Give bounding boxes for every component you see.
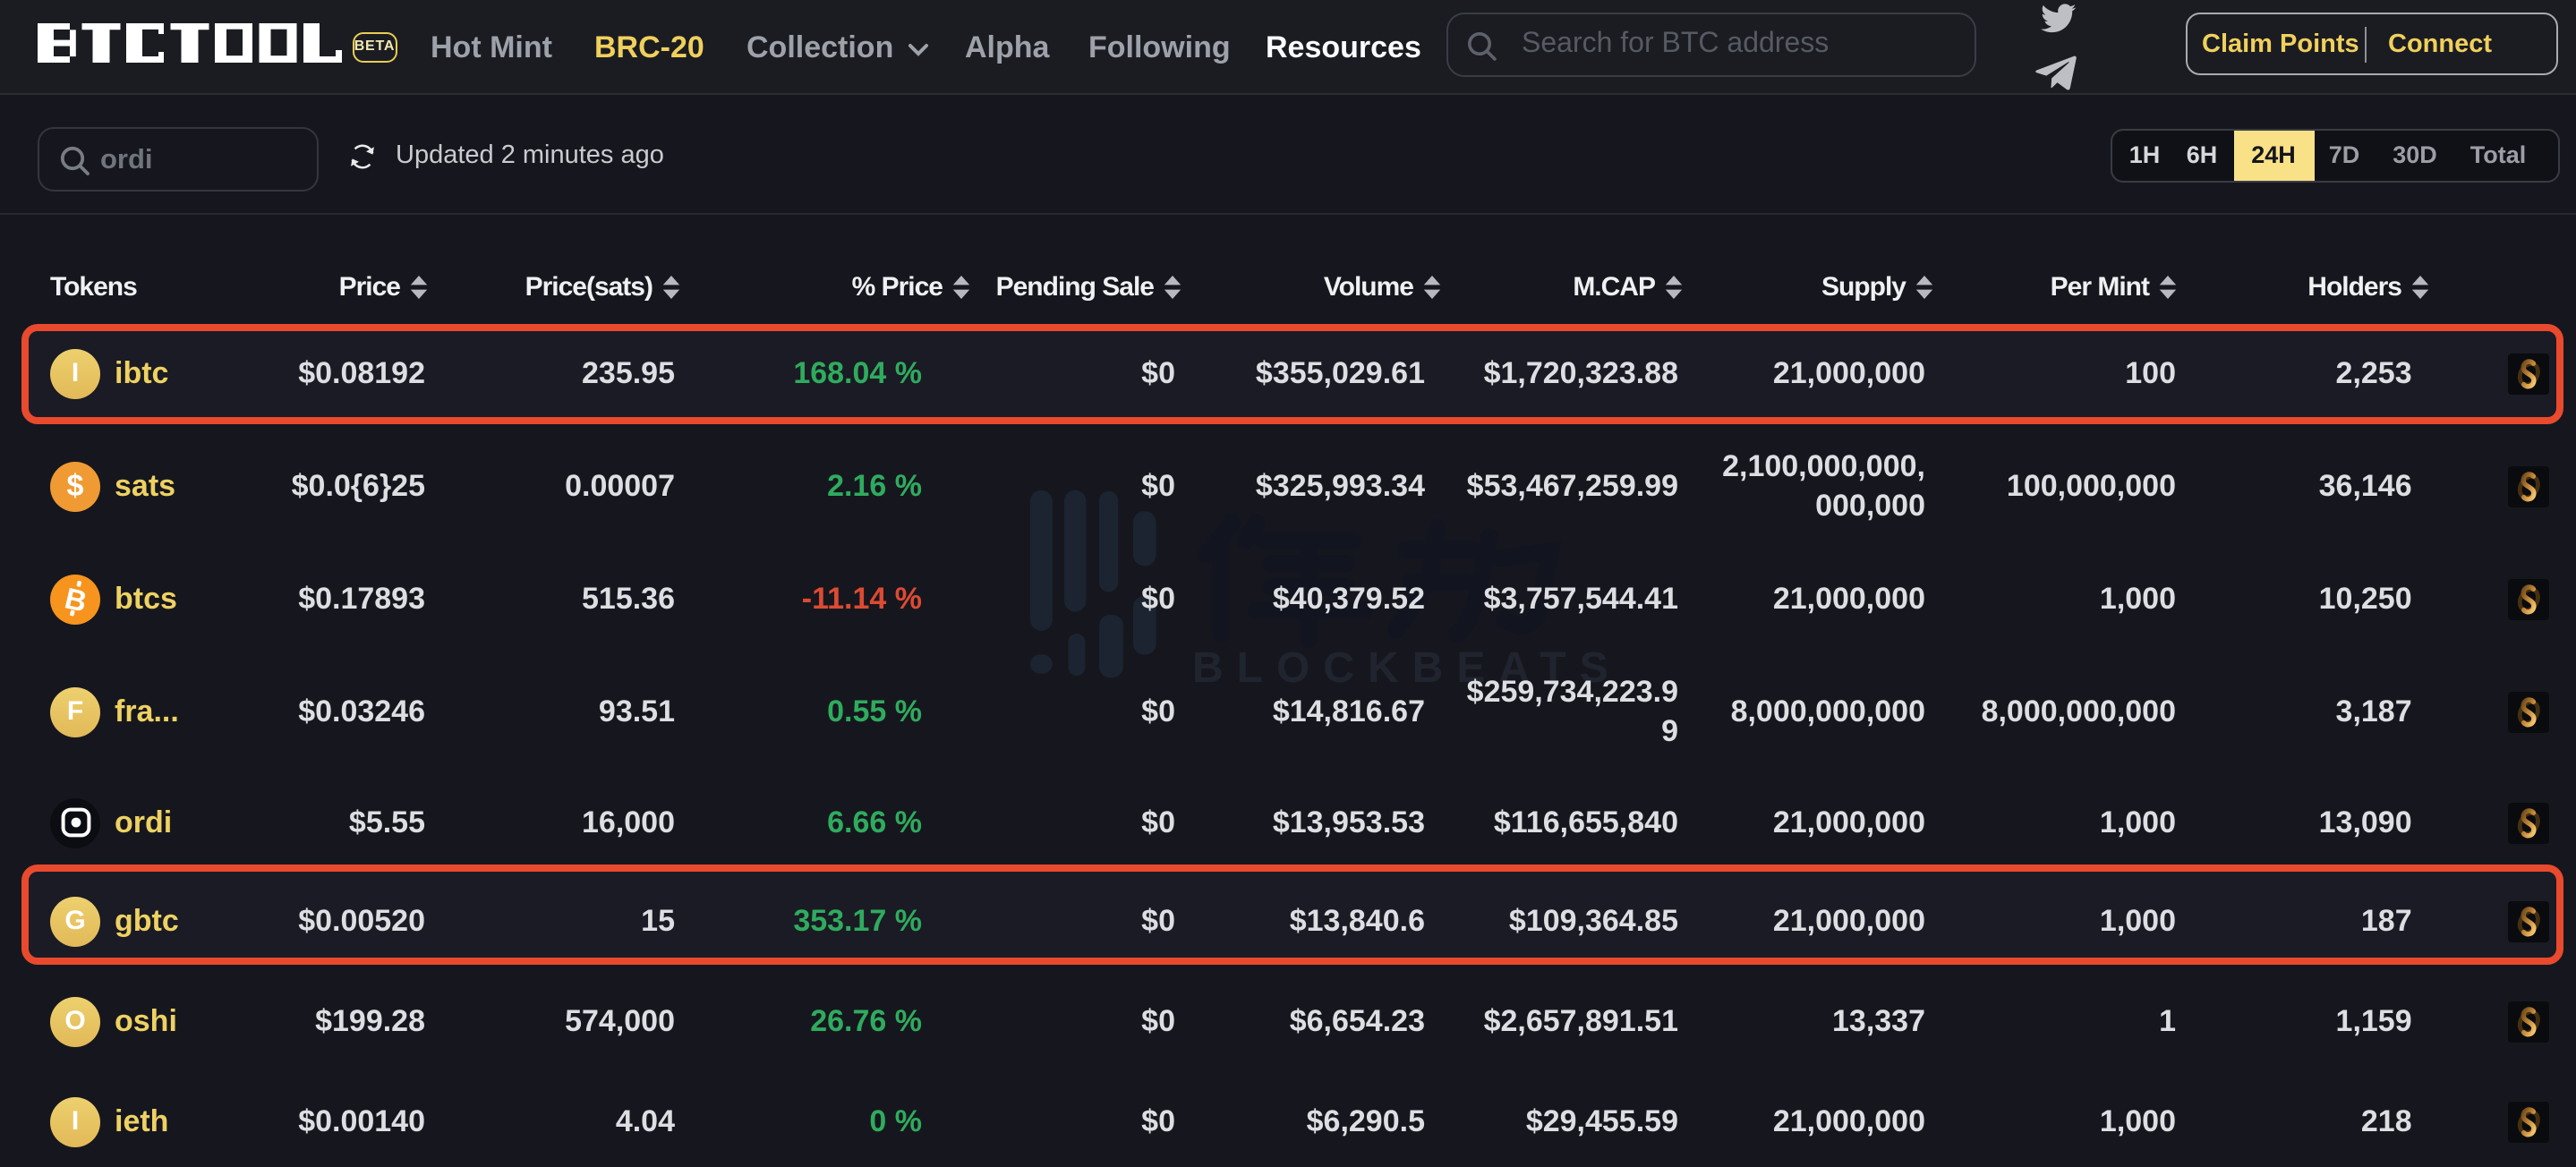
svg-text:B: B xyxy=(61,582,90,618)
svg-text:BLOCKBEATS: BLOCKBEATS xyxy=(1192,644,1611,692)
